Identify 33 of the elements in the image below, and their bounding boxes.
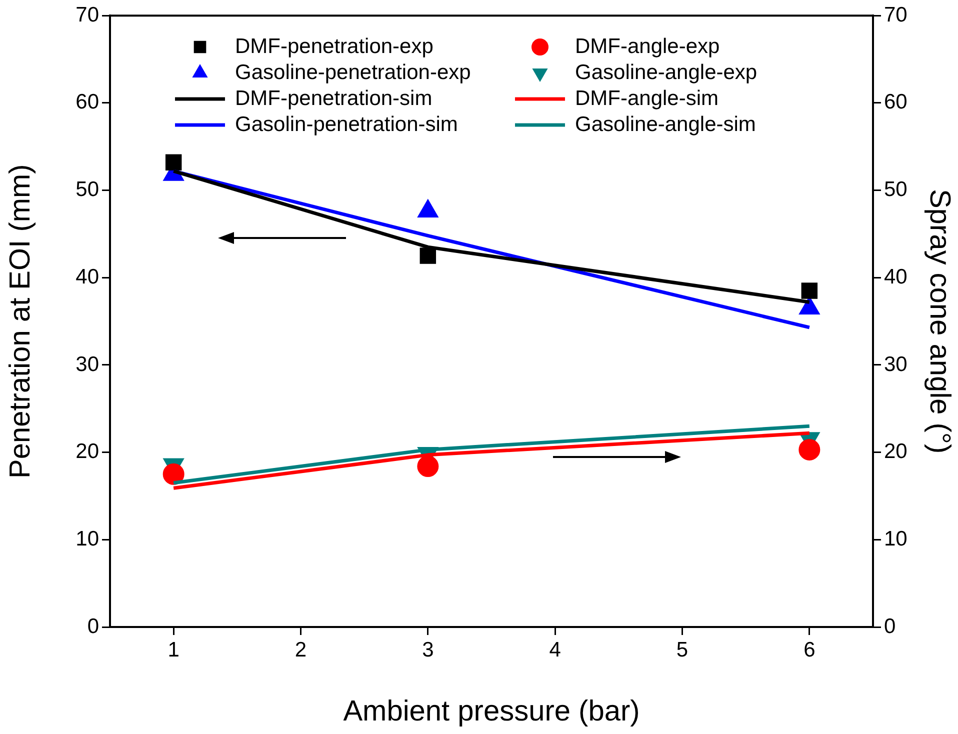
x-tick-label: 5 [676, 638, 688, 662]
legend-label: Gasoline-penetration-exp [235, 61, 471, 85]
legend-label: DMF-angle-exp [575, 35, 720, 59]
legend-label: DMF-angle-sim [575, 87, 719, 111]
y2-tick-label: 10 [884, 527, 908, 550]
y2-tick-label: 40 [884, 265, 908, 288]
y-tick-label: 60 [76, 90, 99, 114]
y-tick-label: 20 [76, 440, 99, 464]
legend-label: Gasoline-angle-sim [575, 113, 756, 137]
y-tick-label: 50 [76, 178, 99, 202]
y2-tick-label: 60 [884, 90, 908, 114]
x-tick-label: 1 [168, 638, 180, 662]
y-tick-label: 70 [76, 3, 99, 26]
y-axis-title: Penetration at EOI (mm) [4, 164, 36, 478]
y2-tick-label: 20 [884, 440, 908, 464]
y-tick-label: 40 [76, 265, 99, 288]
legend-label: DMF-penetration-sim [235, 87, 432, 111]
legend-label: DMF-penetration-exp [235, 35, 434, 59]
y2-axis-title: Spray cone angle (°) [924, 188, 956, 454]
x-tick-label: 4 [549, 638, 562, 662]
y-tick-label: 10 [76, 527, 99, 550]
y2-tick-label: 30 [884, 352, 908, 376]
x-tick-label: 2 [294, 638, 307, 662]
x-axis-title: Ambient pressure (bar) [343, 696, 640, 728]
x-tick-label: 3 [422, 638, 434, 662]
y2-tick-label: 50 [884, 178, 908, 202]
x-tick-label: 6 [804, 638, 816, 662]
y-tick-label: 0 [87, 614, 99, 638]
y2-tick-label: 0 [884, 614, 896, 638]
legend-label: Gasolin-penetration-sim [235, 113, 458, 137]
legend-label: Gasoline-angle-exp [575, 61, 758, 85]
y-tick-label: 30 [76, 352, 99, 376]
y2-tick-label: 70 [884, 3, 908, 26]
